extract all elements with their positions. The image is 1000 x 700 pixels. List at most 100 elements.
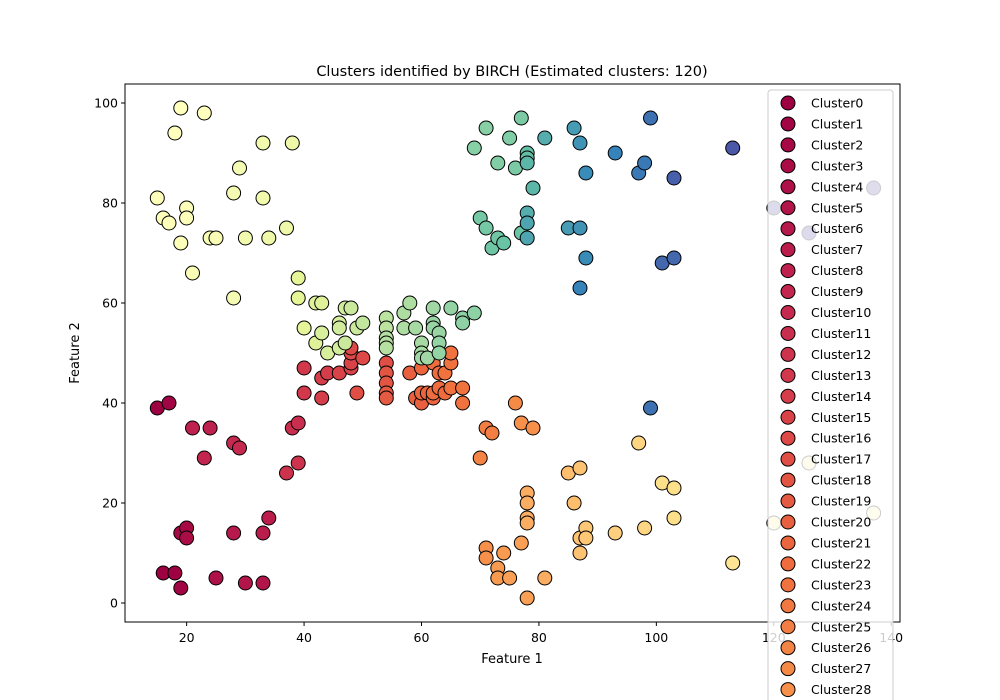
legend-marker: [780, 577, 796, 593]
data-point: [578, 530, 594, 546]
legend-marker: [780, 242, 796, 258]
y-axis-label: Feature 2: [68, 322, 83, 384]
data-point: [519, 495, 535, 511]
data-point: [378, 390, 394, 406]
legend-marker: [780, 158, 796, 174]
data-point: [167, 565, 183, 581]
legend-label: Cluster4: [811, 179, 863, 194]
data-point: [296, 360, 312, 376]
data-point: [355, 350, 371, 366]
legend-label: Cluster22: [811, 556, 871, 571]
data-point: [337, 335, 353, 351]
legend-marker: [780, 221, 796, 237]
data-point: [261, 510, 277, 526]
data-point: [296, 320, 312, 336]
data-point: [255, 525, 271, 541]
data-point: [261, 230, 277, 246]
data-point: [196, 105, 212, 121]
data-point: [666, 170, 682, 186]
legend-marker: [780, 367, 796, 383]
x-tick-label: 60: [414, 630, 430, 645]
legend-label: Cluster27: [811, 661, 871, 676]
y-tick-label: 60: [102, 296, 118, 311]
data-point: [167, 125, 183, 141]
data-point: [537, 570, 553, 586]
legend-label: Cluster11: [811, 326, 871, 341]
legend-label: Cluster13: [811, 368, 871, 383]
legend-marker: [780, 451, 796, 467]
legend-label: Cluster5: [811, 200, 863, 215]
data-point: [572, 220, 588, 236]
data-point: [631, 435, 647, 451]
data-point: [355, 315, 371, 331]
data-point: [296, 385, 312, 401]
legend-marker: [780, 598, 796, 614]
data-point: [255, 135, 271, 151]
data-point: [455, 315, 471, 331]
data-point: [525, 420, 541, 436]
legend-label: Cluster19: [811, 494, 871, 509]
legend-label: Cluster2: [811, 137, 863, 152]
legend-marker: [780, 661, 796, 677]
data-point: [466, 140, 482, 156]
legend-marker: [780, 137, 796, 153]
legend-label: Cluster8: [811, 263, 863, 278]
data-point: [519, 230, 535, 246]
data-point: [161, 215, 177, 231]
data-point: [378, 340, 394, 356]
data-point: [566, 120, 582, 136]
legend-label: Cluster16: [811, 431, 871, 446]
data-point: [643, 110, 658, 126]
data-point: [431, 345, 447, 361]
legend-label: Cluster21: [811, 535, 871, 550]
legend-label: Cluster24: [811, 598, 871, 613]
data-point: [179, 530, 195, 546]
data-point: [578, 165, 594, 181]
data-point: [666, 480, 682, 496]
data-point: [290, 415, 306, 431]
legend-marker: [780, 409, 796, 425]
data-point: [513, 535, 529, 551]
legend-marker: [780, 682, 796, 698]
data-point: [185, 420, 200, 436]
legend-marker: [780, 388, 796, 404]
data-point: [226, 185, 242, 201]
legend-label: Cluster9: [811, 284, 863, 299]
plot-frame: [124, 83, 901, 623]
data-point: [466, 305, 482, 321]
legend-label: Cluster3: [811, 158, 863, 173]
data-point: [226, 525, 242, 541]
data-point: [402, 295, 418, 311]
legend-marker: [780, 116, 796, 132]
legend-marker: [780, 535, 796, 551]
x-tick-label: 100: [644, 630, 668, 645]
data-point: [666, 250, 682, 266]
data-point: [484, 425, 500, 441]
data-point: [196, 450, 212, 466]
legend-label: Cluster28: [811, 682, 871, 697]
legend-label: Cluster12: [811, 347, 871, 362]
data-point: [349, 385, 365, 401]
data-point: [149, 190, 165, 206]
data-point: [208, 230, 224, 246]
y-tick-label: 40: [102, 396, 118, 411]
data-point: [537, 130, 553, 146]
data-point: [314, 295, 330, 311]
data-point: [425, 300, 441, 316]
legend-label: Cluster23: [811, 577, 871, 592]
legend-label: Cluster20: [811, 515, 871, 530]
data-point: [637, 155, 653, 171]
data-point: [502, 570, 518, 586]
data-point: [232, 440, 247, 456]
data-point: [607, 145, 623, 161]
legend-label: Cluster0: [811, 96, 863, 111]
x-axis-label: Feature 1: [481, 652, 543, 667]
data-point: [572, 280, 588, 296]
data-point: [472, 450, 488, 466]
data-point: [725, 555, 741, 571]
legend-marker: [780, 493, 796, 509]
legend-marker: [780, 325, 796, 341]
data-point: [290, 270, 306, 286]
data-point: [279, 465, 294, 481]
